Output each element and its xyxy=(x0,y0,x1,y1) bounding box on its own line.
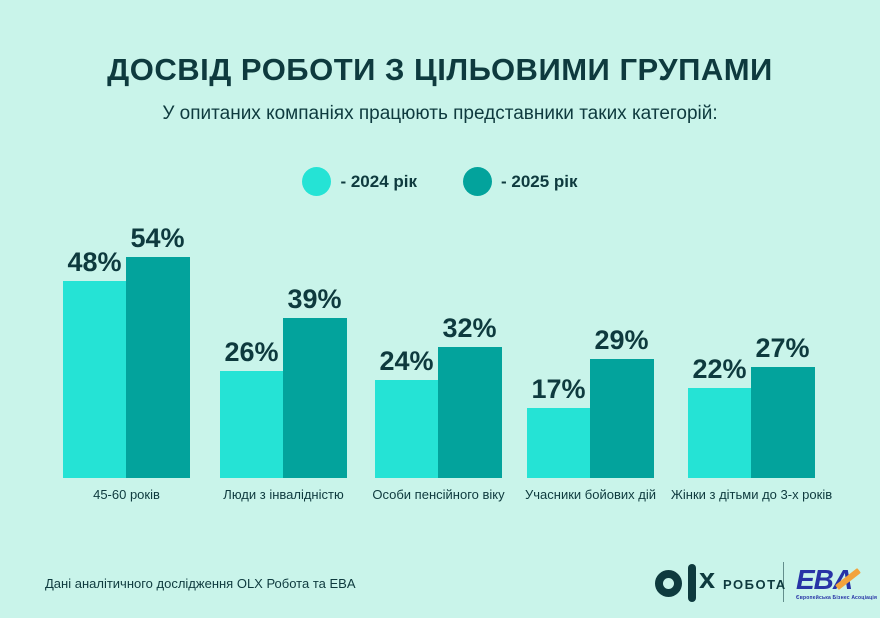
olx-robota-label: РОБОТА xyxy=(723,577,787,592)
bar-2025 xyxy=(751,367,815,478)
bar-2024 xyxy=(63,281,126,478)
legend-label: - 2025 рік xyxy=(501,171,578,191)
value-label: 24% xyxy=(379,346,434,376)
legend-label: - 2024 рік xyxy=(340,171,417,191)
category-label: 45-60 років xyxy=(93,487,160,502)
legend-item-2024: - 2024 рік xyxy=(302,167,417,196)
category-label: Жінки з дітьми до 3-х років xyxy=(670,487,833,502)
value-label: 17% xyxy=(531,374,586,404)
legend-item-2025: - 2025 рік xyxy=(463,167,578,196)
legend-swatch-circle-icon xyxy=(302,167,332,196)
bar-2025 xyxy=(590,359,654,478)
value-label: 29% xyxy=(594,325,649,355)
eba-logo-subtext: Європейська Бізнес Асоціація xyxy=(796,595,878,601)
value-label: 27% xyxy=(755,333,810,363)
value-label: 39% xyxy=(287,284,342,314)
eba-logo: EBA Європейська Бізнес Асоціація xyxy=(796,566,878,606)
olx-robota-logo: x РОБОТА xyxy=(655,562,785,604)
value-label: 22% xyxy=(692,354,747,384)
bar-2025 xyxy=(126,257,190,478)
category-label: Учасники бойових дій xyxy=(525,487,656,502)
page-title: ДОСВІД РОБОТИ З ЦІЛЬОВИМИ ГРУПАМИ xyxy=(107,52,773,87)
bar-2024 xyxy=(527,408,590,478)
value-label: 54% xyxy=(130,223,185,253)
data-source-note: Дані аналітичного дослідження OLX Робота… xyxy=(45,576,356,591)
olx-o-icon xyxy=(655,570,682,597)
bar-2024 xyxy=(375,380,438,478)
olx-l-icon xyxy=(688,564,696,602)
bar-2025 xyxy=(283,318,347,478)
category-label: Люди з інвалідністю xyxy=(223,487,344,502)
bar-2024 xyxy=(220,371,283,478)
value-label: 26% xyxy=(224,337,279,367)
legend-swatch-circle-icon xyxy=(463,167,492,196)
bar-2025 xyxy=(438,347,502,478)
footer-divider xyxy=(783,562,784,602)
bar-2024 xyxy=(688,388,751,478)
category-label: Особи пенсійного віку xyxy=(372,487,505,502)
value-label: 48% xyxy=(67,247,122,277)
page-subtitle: У опитаних компаніях працюють представни… xyxy=(162,103,718,124)
olx-x-icon: x xyxy=(699,563,716,595)
value-label: 32% xyxy=(442,313,497,343)
chart-legend: - 2024 рік - 2025 рік xyxy=(0,167,880,196)
